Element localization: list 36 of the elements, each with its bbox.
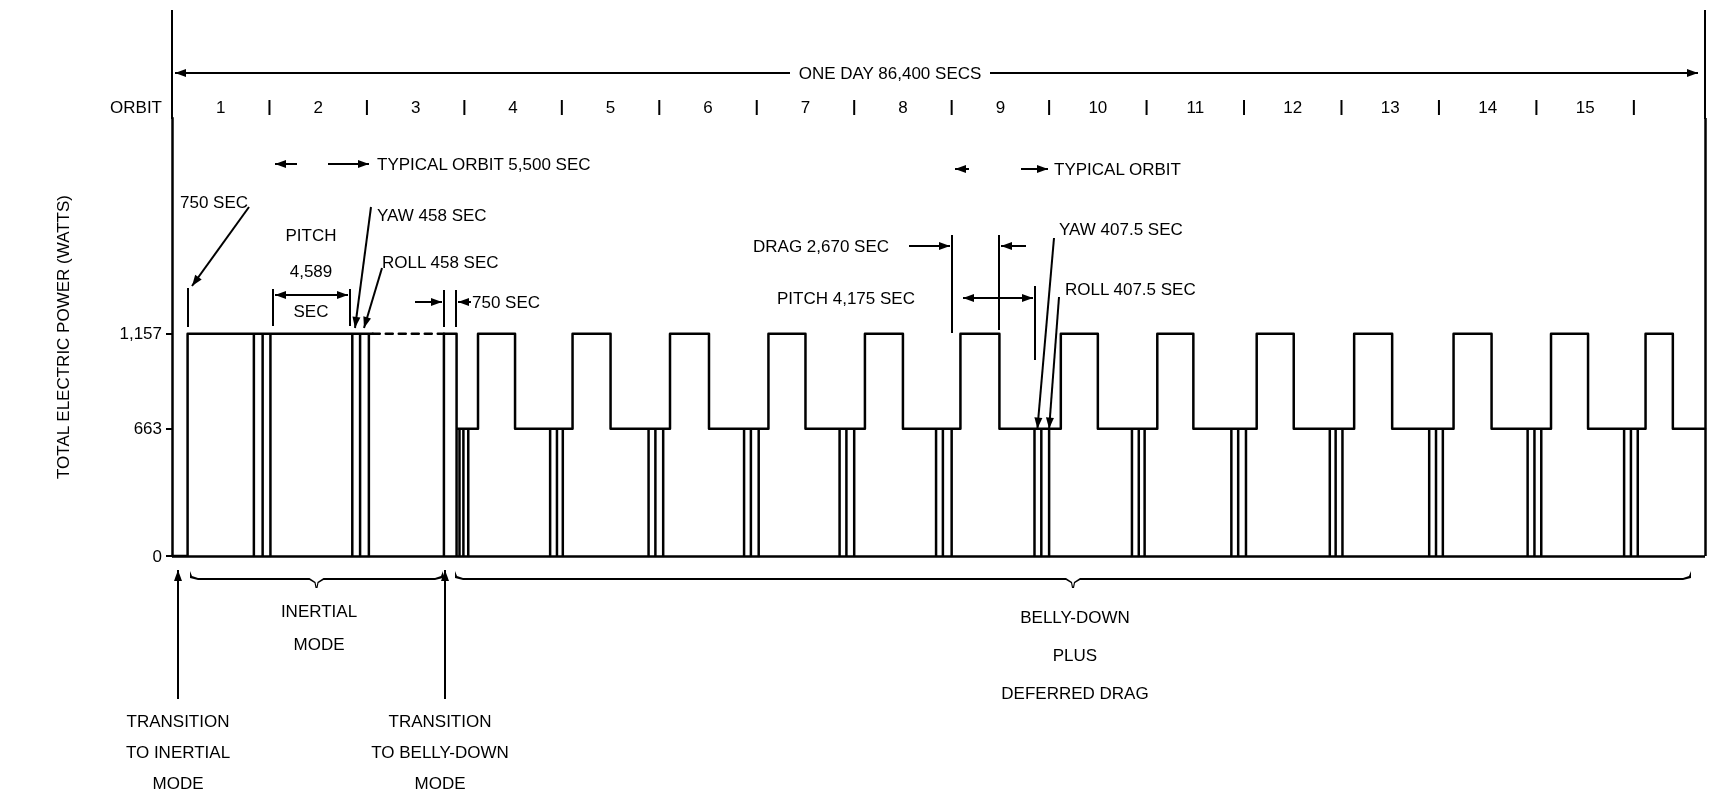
y-axis-title: TOTAL ELECTRIC POWER (WATTS) <box>54 195 73 479</box>
text: TRANSITION TO INERTIAL MODE <box>125 711 231 793</box>
annotation: TYPICAL ORBIT 5,500 SEC <box>377 154 591 174</box>
x-tick-label: 6 <box>703 98 713 117</box>
text: BELLY-DOWN PLUS DEFERRED DRAG <box>1001 607 1149 703</box>
y-tick-label: 1,157 <box>119 324 162 344</box>
text: PITCH 4,589 SEC <box>285 225 337 321</box>
annotation: 750 SEC <box>180 192 249 212</box>
annotation: DRAG 2,670 SEC <box>753 236 890 256</box>
x-tick-label: 3 <box>410 98 421 117</box>
x-tick-label: 15 <box>1575 98 1595 117</box>
x-axis-title: ORBIT <box>110 97 162 117</box>
x-tick-label: 10 <box>1088 98 1108 117</box>
annotation: PITCH 4,175 SEC <box>777 288 915 308</box>
x-tick-label: 1 <box>215 98 226 117</box>
x-tick-label: 14 <box>1478 98 1498 117</box>
annotation: YAW 458 SEC <box>377 205 487 225</box>
annotation: ROLL 458 SEC <box>382 252 499 272</box>
annotation: TYPICAL ORBIT <box>1054 159 1181 179</box>
x-tick-label: 12 <box>1283 98 1303 117</box>
annotation: ROLL 407.5 SEC <box>1065 279 1196 299</box>
x-tick-label: 9 <box>995 98 1006 117</box>
y-tick-label: 663 <box>133 419 162 439</box>
x-tick-label: 11 <box>1186 98 1205 117</box>
annotation: YAW 407.5 SEC <box>1059 219 1183 239</box>
x-tick-label: 13 <box>1380 98 1400 117</box>
y-tick-label: 0 <box>152 546 162 566</box>
x-tick-label: 7 <box>800 98 811 117</box>
x-tick-label: 2 <box>313 98 323 117</box>
x-tick-label: 5 <box>605 98 616 117</box>
text: INERTIAL MODE <box>280 601 358 654</box>
text: TRANSITION TO BELLY-DOWN MODE <box>371 711 509 793</box>
text: ONE DAY 86,400 SECS <box>798 63 982 83</box>
annotation: 750 SEC <box>472 292 541 312</box>
x-tick-label: 8 <box>898 98 908 117</box>
x-tick-label: 4 <box>508 98 518 117</box>
